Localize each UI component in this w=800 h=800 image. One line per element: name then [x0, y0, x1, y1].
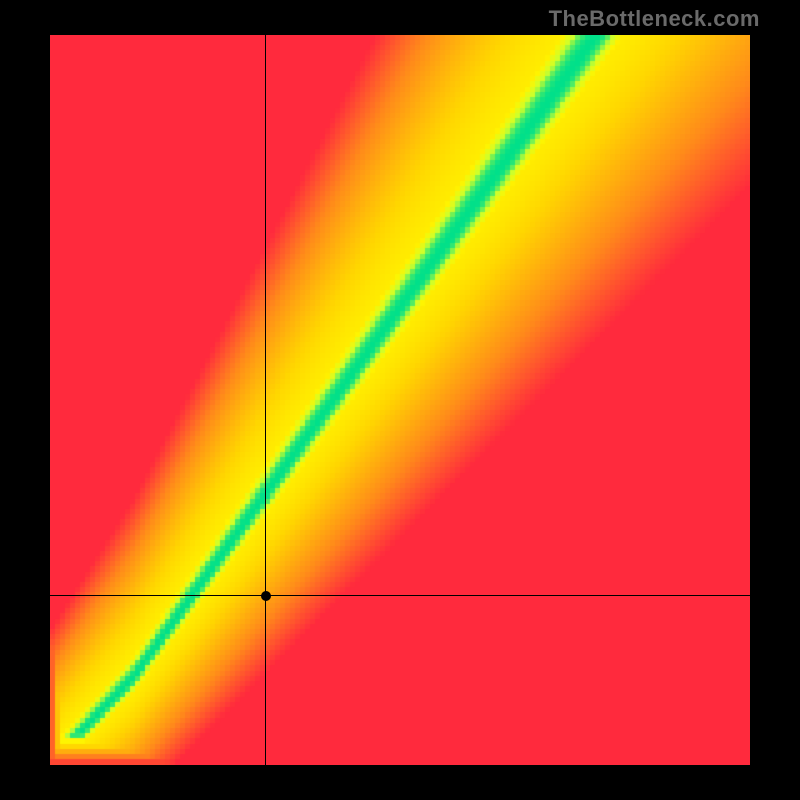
bottleneck-heatmap-canvas	[50, 35, 750, 765]
chart-container: TheBottleneck.com	[0, 0, 800, 800]
watermark-text: TheBottleneck.com	[549, 6, 760, 32]
marker-dot	[261, 591, 271, 601]
crosshair-horizontal	[50, 595, 750, 596]
crosshair-vertical	[265, 35, 266, 765]
